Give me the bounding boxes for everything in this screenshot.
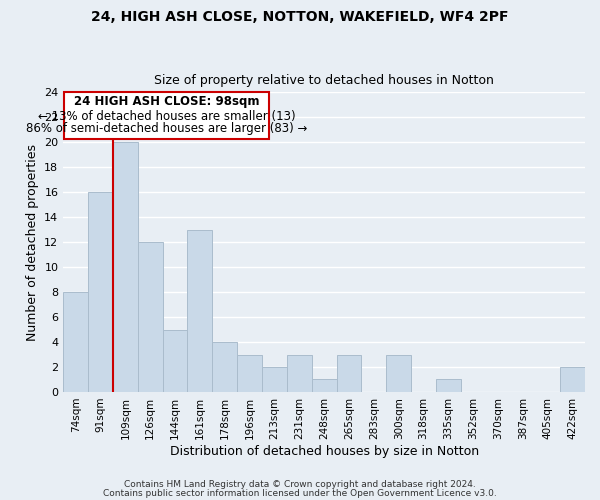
Y-axis label: Number of detached properties: Number of detached properties: [26, 144, 38, 340]
Bar: [386, 354, 411, 392]
Bar: [237, 354, 262, 392]
Text: 86% of semi-detached houses are larger (83) →: 86% of semi-detached houses are larger (…: [26, 122, 308, 135]
Text: ← 13% of detached houses are smaller (13): ← 13% of detached houses are smaller (13…: [38, 110, 296, 122]
Bar: [212, 342, 237, 392]
Bar: [138, 242, 163, 392]
Title: Size of property relative to detached houses in Notton: Size of property relative to detached ho…: [154, 74, 494, 87]
X-axis label: Distribution of detached houses by size in Notton: Distribution of detached houses by size …: [170, 444, 479, 458]
Bar: [436, 380, 461, 392]
Bar: [187, 230, 212, 392]
Bar: [113, 142, 138, 392]
Bar: [287, 354, 311, 392]
Bar: [163, 330, 187, 392]
Bar: [560, 367, 585, 392]
FancyBboxPatch shape: [64, 92, 269, 138]
Text: Contains HM Land Registry data © Crown copyright and database right 2024.: Contains HM Land Registry data © Crown c…: [124, 480, 476, 489]
Bar: [88, 192, 113, 392]
Text: 24 HIGH ASH CLOSE: 98sqm: 24 HIGH ASH CLOSE: 98sqm: [74, 94, 260, 108]
Bar: [262, 367, 287, 392]
Bar: [311, 380, 337, 392]
Bar: [337, 354, 361, 392]
Bar: [63, 292, 88, 392]
Text: Contains public sector information licensed under the Open Government Licence v3: Contains public sector information licen…: [103, 489, 497, 498]
Text: 24, HIGH ASH CLOSE, NOTTON, WAKEFIELD, WF4 2PF: 24, HIGH ASH CLOSE, NOTTON, WAKEFIELD, W…: [91, 10, 509, 24]
